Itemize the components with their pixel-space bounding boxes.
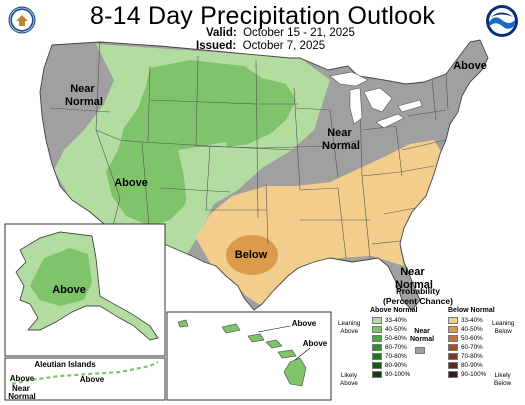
legend-below-swatch (448, 326, 458, 333)
legend-above-label: 33-40% (385, 317, 407, 324)
legend-near-normal-label: Near Normal (410, 328, 435, 343)
label-near-normal-ne: Near Normal (322, 127, 360, 152)
legend-below-label: 80-90% (461, 362, 483, 369)
alaska-inset (4, 223, 166, 357)
label-above-ak: Above (52, 284, 86, 296)
hawaii-islands (177, 319, 307, 387)
legend-below-label: 90-100% (461, 371, 487, 378)
great-lakes (329, 71, 423, 129)
legend-above-swatch (372, 326, 382, 333)
alaska-above-40-50 (30, 248, 92, 306)
issued-date: Issued: October 7, 2025 (196, 40, 325, 52)
legend-below-row: 90-100% (448, 370, 488, 379)
legend-below-label: 60-70% (461, 344, 483, 351)
label-aleutian-title: Aleutian Islands (34, 360, 96, 369)
legend-leaning-above: Leaning Above (338, 320, 361, 335)
legend-title-line-2: (Percent Chance) (383, 296, 453, 306)
label-below-tx: Below (235, 249, 268, 261)
legend-below-swatch (448, 353, 458, 360)
legend-above-label: 80-90% (385, 362, 407, 369)
conus-map (39, 39, 489, 311)
legend-above-bins: 33-40% 40-50% 50-60% 60-70% 70-80% 80-90% 90-1… (372, 316, 412, 379)
label-near-normal-fl: Near Normal (395, 266, 433, 291)
legend-above-label: 40-50% (385, 326, 407, 333)
legend-below-swatch (448, 335, 458, 342)
above-40-50-region (106, 60, 296, 226)
legend-above-swatch (372, 362, 382, 369)
probability-legend: Probability (Percent Chance) Above Norma… (336, 286, 525, 405)
legend-above-row: 80-90% (372, 361, 412, 370)
issued-value: October 7, 2025 (242, 40, 326, 52)
legend-above-label: 50-60% (385, 335, 407, 342)
near-normal-inner-patch (178, 142, 232, 210)
legend-title-line-1: Probability (396, 286, 440, 296)
legend-above-swatch (372, 317, 382, 324)
valid-value: October 15 - 21, 2025 (243, 27, 355, 39)
legend-above-swatch (372, 371, 382, 378)
legend-below-row: 70-80% (448, 352, 488, 361)
legend-below-header: Below Normal (448, 307, 495, 314)
legend-below-label: 50-60% (461, 335, 483, 342)
legend-above-header: Above Normal (370, 307, 418, 314)
legend-leaning-below: Leaning Below (492, 320, 515, 335)
legend-above-label: 90-100% (385, 371, 411, 378)
legend-near-normal-swatch (415, 347, 425, 354)
legend-likely-below: Likely Below (494, 372, 512, 387)
legend-below-swatch (448, 362, 458, 369)
legend-above-swatch (372, 353, 382, 360)
legend-above-swatch (372, 335, 382, 342)
legend-below-swatch (448, 371, 458, 378)
hawaii-inset (166, 311, 332, 401)
valid-dates: Valid: October 15 - 21, 2025 (206, 27, 355, 39)
legend-below-label: 70-80% (461, 353, 483, 360)
legend-likely-above: Likely Above (340, 372, 358, 387)
legend-above-row: 40-50% (372, 325, 412, 334)
doc-seal-icon (7, 5, 37, 35)
legend-title: Probability (Percent Chance) (378, 286, 458, 306)
label-above-sw: Above (114, 177, 148, 189)
legend-above-row: 70-80% (372, 352, 412, 361)
legend-above-swatch (372, 344, 382, 351)
legend-below-row: 33-40% (448, 316, 488, 325)
label-near-normal-nw: Near Normal (65, 83, 103, 108)
legend-below-row: 40-50% (448, 325, 488, 334)
legend-above-label: 60-70% (385, 344, 407, 351)
noaa-logo-icon (486, 5, 518, 37)
legend-below-row: 80-90% (448, 361, 488, 370)
legend-above-label: 70-80% (385, 353, 407, 360)
legend-below-label: 33-40% (461, 317, 483, 324)
label-hawaii-above-1: Above (292, 319, 317, 328)
legend-below-bins: 33-40% 40-50% 50-60% 60-70% 70-80% 80-90% 90-1… (448, 316, 488, 379)
legend-above-row: 60-70% (372, 343, 412, 352)
aleutian-inset (4, 357, 166, 401)
legend-below-swatch (448, 344, 458, 351)
label-above-ne: Above (453, 60, 487, 72)
label-aleutian-above-w: Above (10, 374, 35, 383)
state-borders (49, 40, 449, 259)
valid-label: Valid: (206, 27, 237, 39)
label-hawaii-above-2: Above (303, 339, 328, 348)
legend-above-row: 33-40% (372, 316, 412, 325)
legend-above-row: 50-60% (372, 334, 412, 343)
aleutian-islands-shape (11, 361, 159, 386)
issued-label: Issued: (196, 40, 237, 52)
legend-below-label: 40-50% (461, 326, 483, 333)
legend-below-swatch (448, 317, 458, 324)
legend-below-row: 50-60% (448, 334, 488, 343)
label-aleutian-above-e: Above (80, 375, 105, 384)
page-title: 8-14 Day Precipitation Outlook (89, 2, 436, 30)
label-aleutian-near-normal: Near Normal (8, 384, 36, 401)
below-40-50-region (226, 235, 278, 275)
legend-below-row: 60-70% (448, 343, 488, 352)
legend-above-row: 90-100% (372, 370, 412, 379)
